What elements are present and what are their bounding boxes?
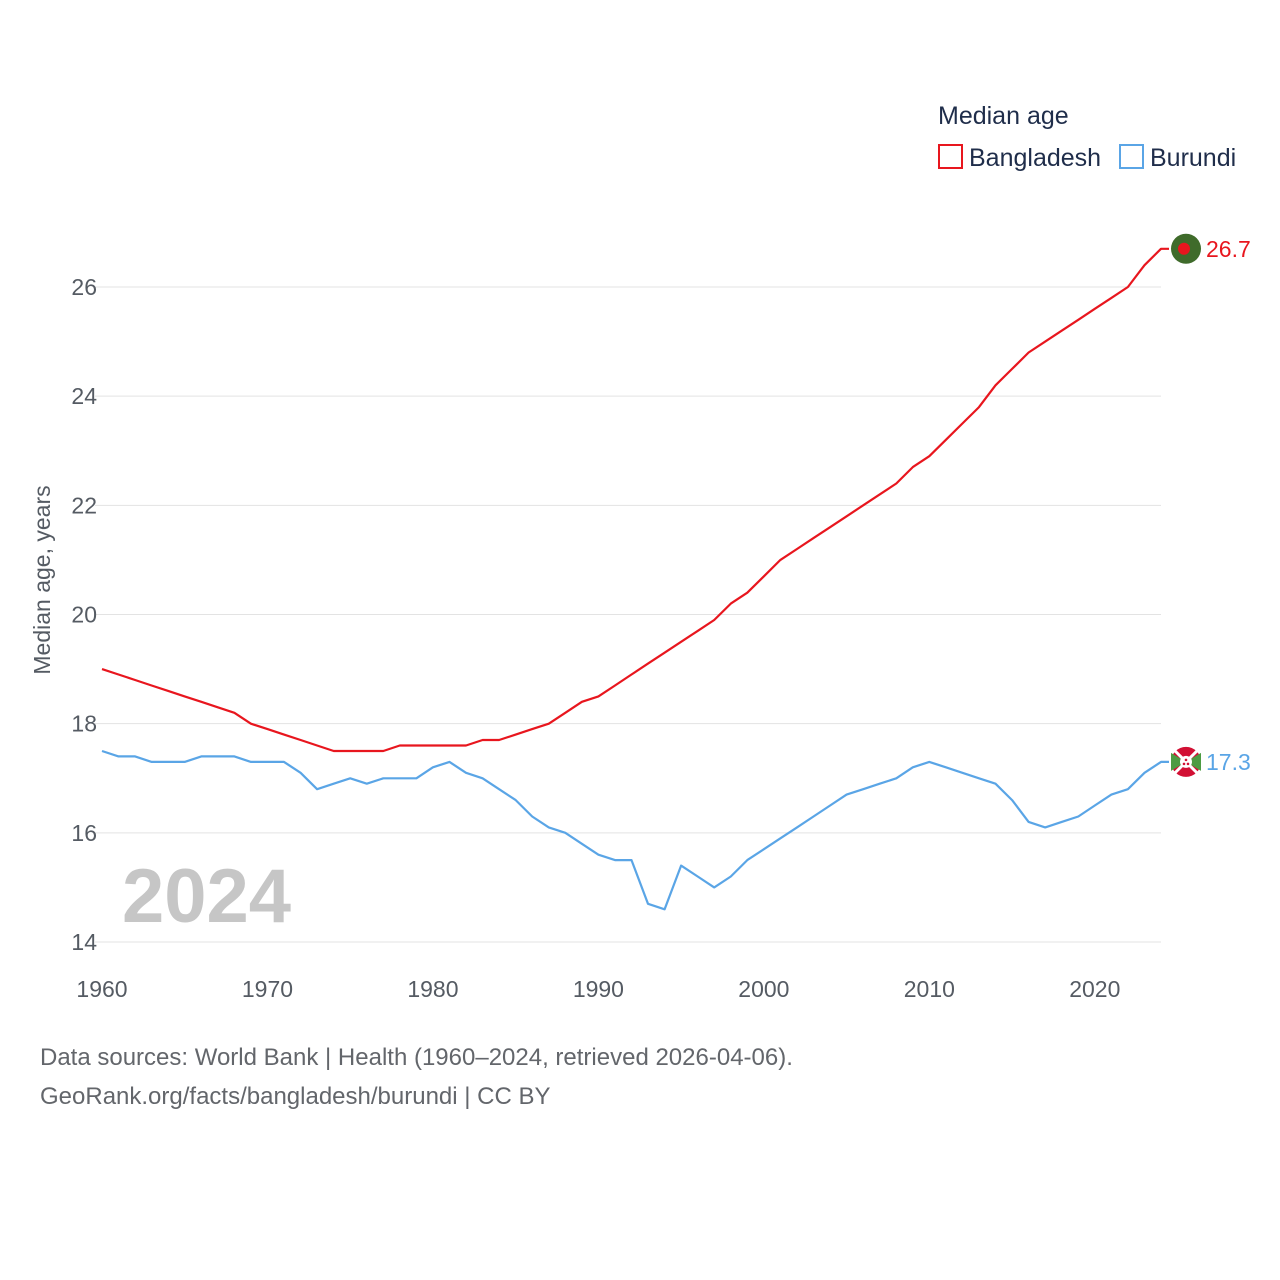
legend-title: Median age <box>938 102 1069 130</box>
y-tick-label: 16 <box>71 820 97 846</box>
bangladesh-flag-icon <box>1171 233 1201 264</box>
series-line-burundi <box>101 749 1169 911</box>
x-axis-ticks: 1960 1970 1980 1990 2000 2010 2020 <box>76 976 1120 1002</box>
y-axis-label: Median age, years <box>29 485 55 674</box>
legend-label: Bangladesh <box>969 144 1101 172</box>
y-tick-label: 14 <box>71 929 97 955</box>
grid-lines <box>95 286 1161 943</box>
legend-item-burundi[interactable]: Burundi <box>1119 144 1236 172</box>
year-watermark: 2024 <box>122 854 291 939</box>
y-tick-label: 18 <box>71 711 97 737</box>
end-label-bangladesh: 26.7 <box>1206 236 1251 262</box>
series-lines <box>101 247 1169 911</box>
end-markers: 26.7 17.3 <box>1171 233 1251 777</box>
x-tick-label: 2000 <box>738 976 789 1002</box>
legend: Median age Bangladesh Burundi <box>938 102 1236 172</box>
x-tick-label: 1990 <box>573 976 624 1002</box>
legend-item-bangladesh[interactable]: Bangladesh <box>938 144 1101 172</box>
x-tick-label: 2020 <box>1069 976 1120 1002</box>
x-tick-label: 2010 <box>904 976 955 1002</box>
x-tick-label: 1970 <box>242 976 293 1002</box>
x-tick-label: 1960 <box>76 976 127 1002</box>
burundi-flag-icon <box>1171 746 1201 777</box>
y-tick-label: 26 <box>71 274 97 300</box>
y-tick-label: 24 <box>71 383 97 409</box>
y-tick-label: 20 <box>71 602 97 628</box>
legend-label: Burundi <box>1150 144 1236 172</box>
series-line-bangladesh <box>101 247 1169 753</box>
legend-swatch <box>938 144 963 169</box>
legend-swatch <box>1119 144 1144 169</box>
end-label-burundi: 17.3 <box>1206 749 1251 775</box>
footer-sources: Data sources: World Bank | Health (1960–… <box>40 1044 793 1071</box>
footer-attribution: GeoRank.org/facts/bangladesh/burundi | C… <box>40 1083 551 1110</box>
y-tick-label: 22 <box>71 492 97 518</box>
x-tick-label: 1980 <box>407 976 458 1002</box>
legend-items: Bangladesh Burundi <box>938 144 1236 172</box>
y-axis-ticks: 14 16 18 20 22 24 26 <box>71 274 97 955</box>
